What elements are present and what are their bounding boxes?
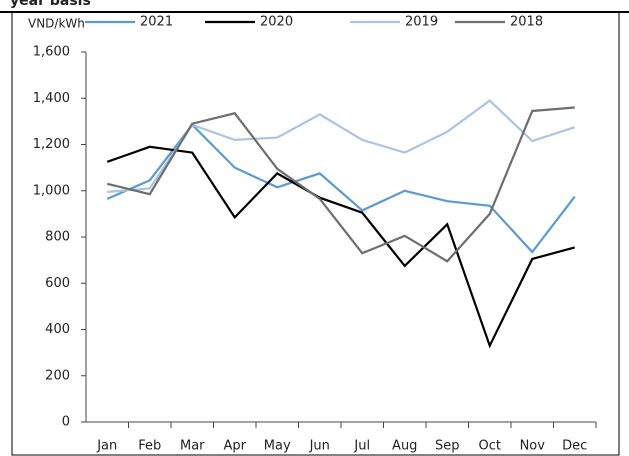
x-tick-label: Oct	[479, 439, 501, 454]
x-tick-label: Jan	[96, 439, 117, 454]
x-tick-label: Aug	[392, 439, 417, 454]
y-tick-label: 200	[45, 368, 70, 383]
series-line	[106, 145, 576, 349]
y-tick-label: 600	[45, 276, 70, 291]
x-tick-label: Apr	[224, 439, 247, 454]
legend-label: 2021	[140, 15, 173, 30]
x-tick-label: Feb	[138, 439, 161, 454]
series-line	[106, 123, 576, 254]
y-tick-label: 1,400	[33, 91, 70, 106]
series-line	[106, 106, 575, 263]
legend-label: 2020	[260, 15, 293, 30]
x-tick-label: Sep	[435, 439, 460, 454]
y-tick-label: 0	[62, 415, 70, 430]
x-tick-label: Mar	[180, 439, 205, 454]
frame	[11, 11, 620, 456]
y-tick-label: 400	[45, 322, 70, 337]
x-tick-label: Jul	[353, 439, 370, 454]
x-tick-label: Jun	[309, 439, 330, 454]
x-tick-label: Dec	[562, 439, 587, 454]
y-axis-label: VND/kWh	[28, 17, 85, 31]
y-tick-label: 1,200	[33, 137, 70, 152]
y-tick-label: 1,000	[33, 183, 70, 198]
heading: year basis	[10, 0, 91, 9]
legend-label: 2018	[510, 15, 543, 30]
x-tick-label: Nov	[520, 439, 546, 454]
y-tick-label: 1,600	[33, 45, 70, 60]
y-tick-label: 800	[45, 230, 70, 245]
legend-label: 2019	[405, 15, 438, 30]
x-tick-label: May	[264, 439, 291, 454]
